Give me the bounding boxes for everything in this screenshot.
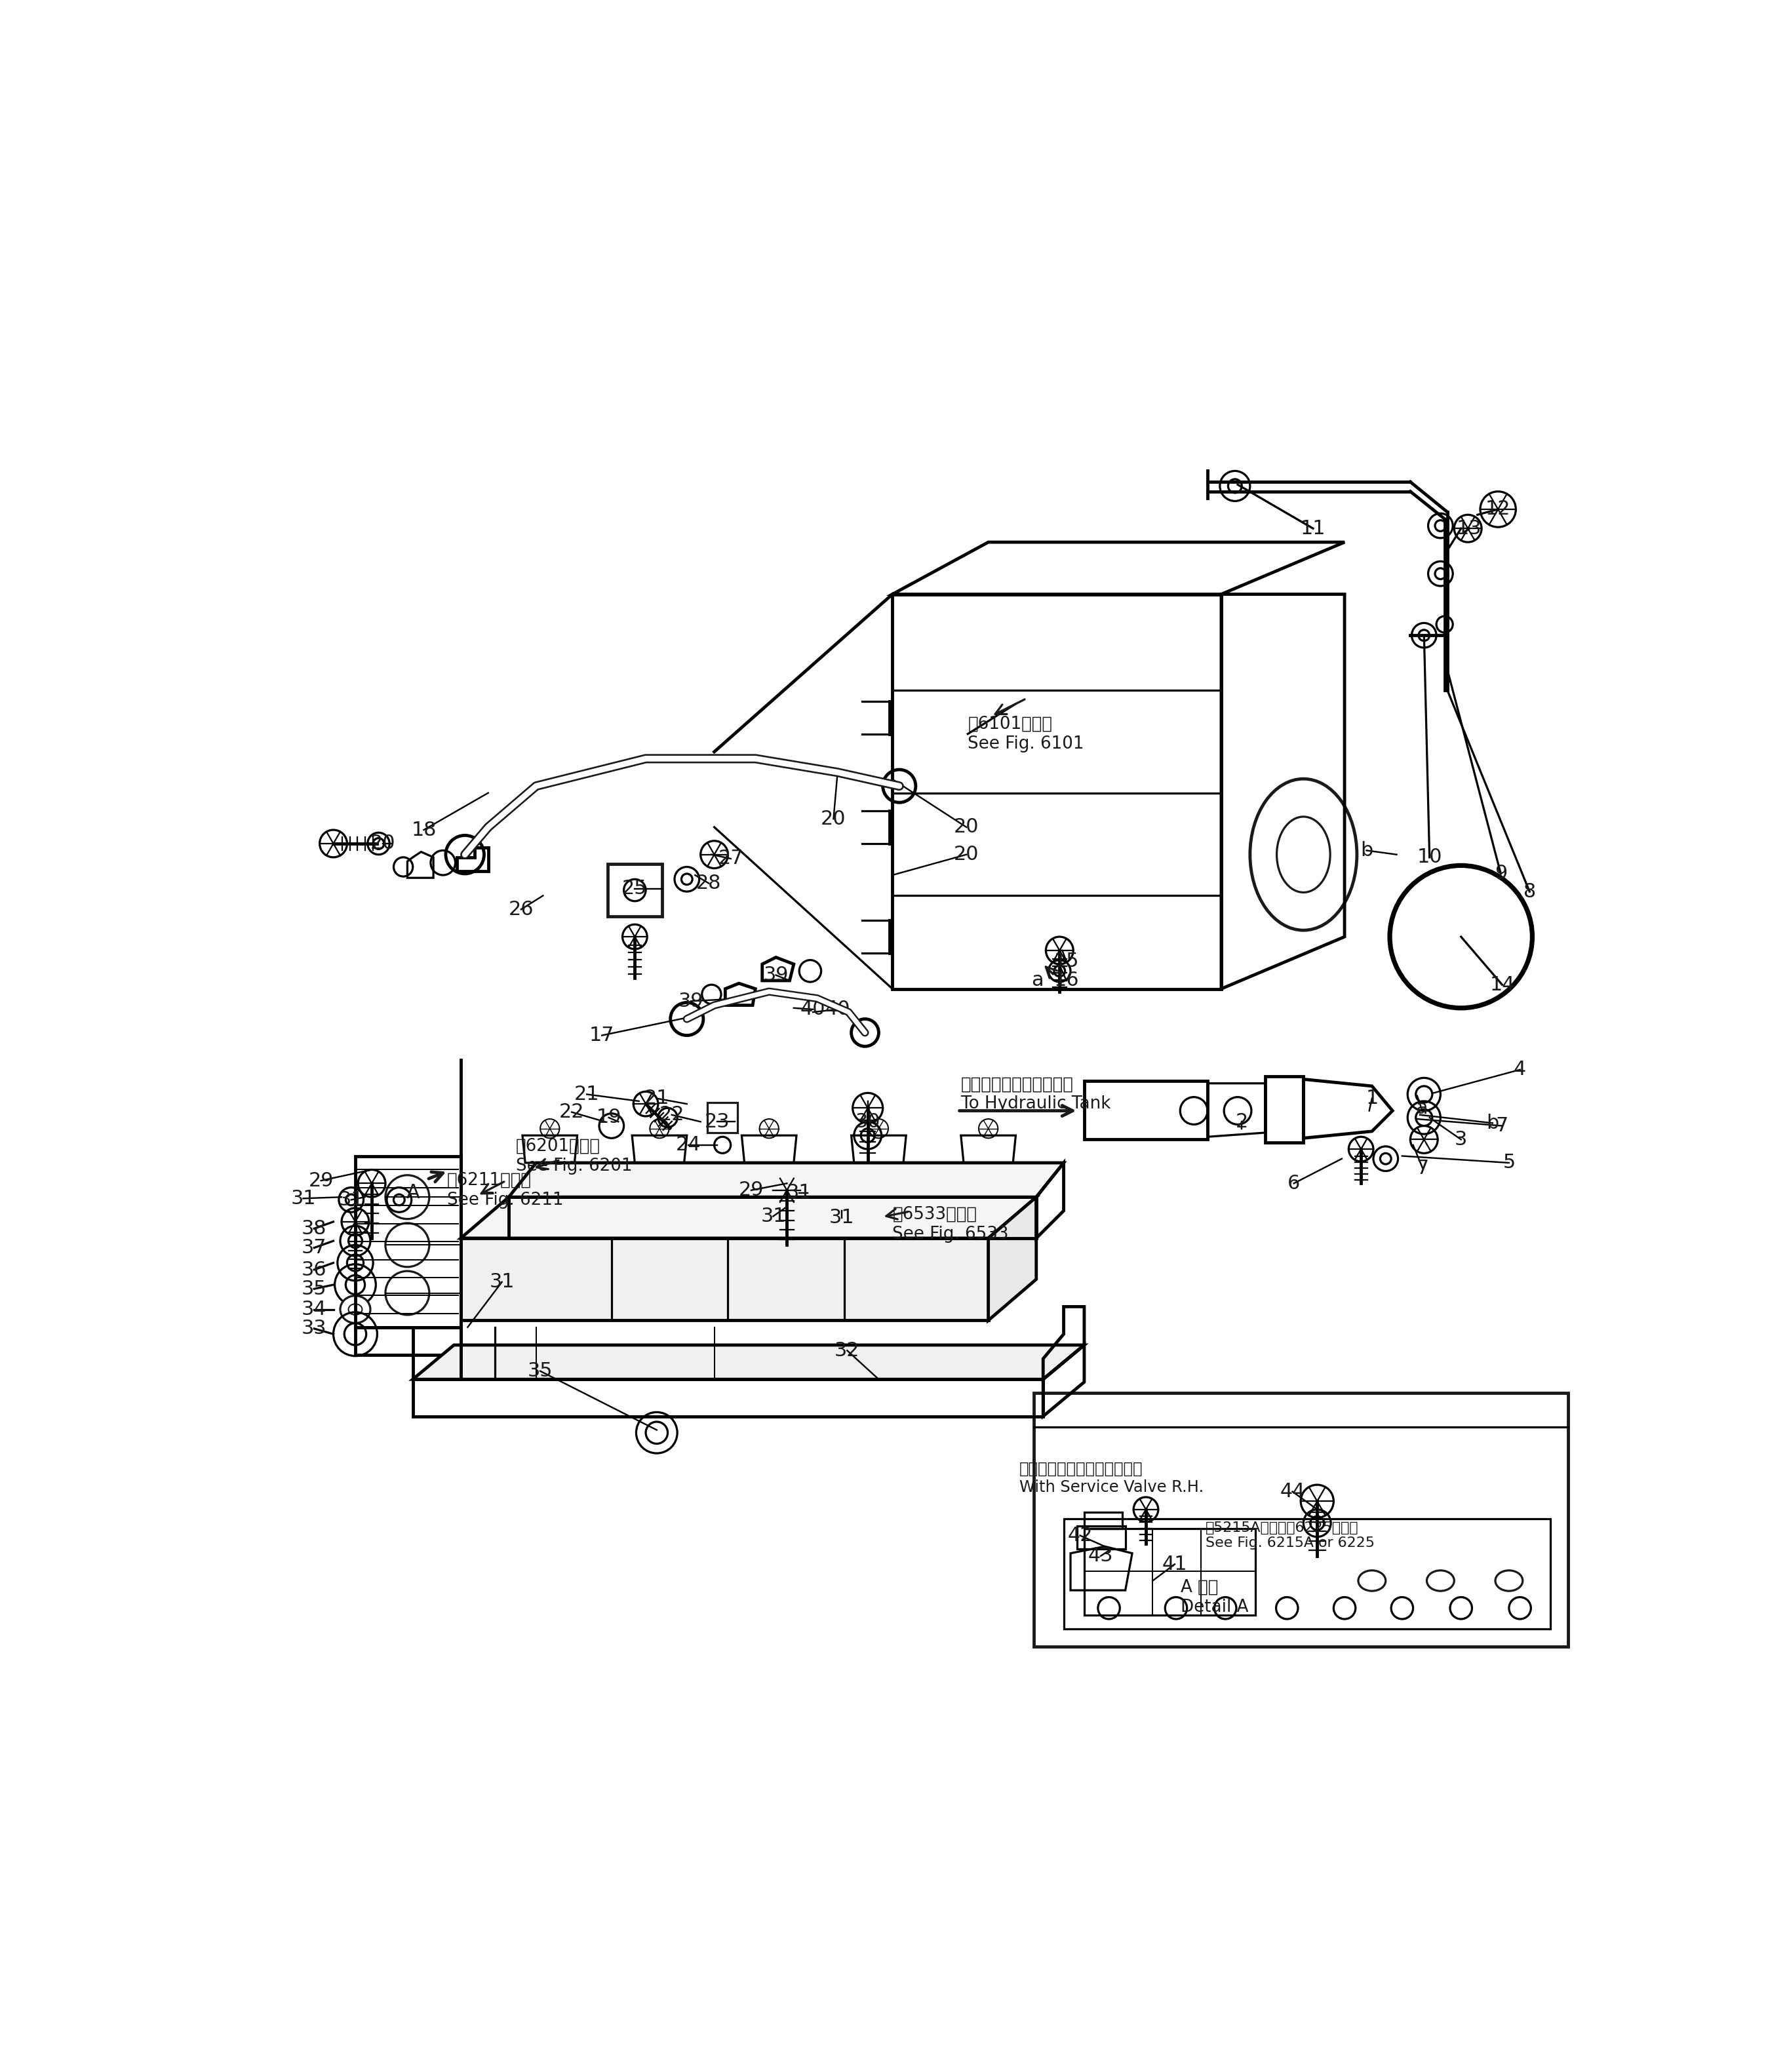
Text: 16: 16 (1054, 972, 1078, 990)
Text: 32: 32 (834, 1341, 859, 1359)
Polygon shape (461, 1239, 988, 1320)
Text: 39: 39 (679, 992, 704, 1011)
Text: 6: 6 (1287, 1175, 1299, 1193)
Text: 第6211図参照
See Fig. 6211: 第6211図参照 See Fig. 6211 (447, 1173, 564, 1208)
Text: 26: 26 (509, 899, 534, 918)
Text: A: A (407, 1183, 419, 1202)
Text: 31: 31 (829, 1208, 854, 1227)
Text: 5: 5 (1503, 1154, 1515, 1173)
Text: 18: 18 (412, 821, 437, 839)
Text: 39: 39 (764, 966, 789, 984)
Text: 第5215Aまたは第6225図参照
See Fig. 6215A or 6225: 第5215Aまたは第6225図参照 See Fig. 6215A or 6225 (1206, 1521, 1374, 1550)
Ellipse shape (348, 1303, 362, 1316)
Polygon shape (509, 1162, 1064, 1198)
Bar (608, 864, 663, 916)
Text: 12: 12 (1485, 499, 1510, 518)
Text: 第6533図参照
See Fig. 6533: 第6533図参照 See Fig. 6533 (893, 1206, 1010, 1243)
Polygon shape (988, 1198, 1036, 1320)
Text: 17: 17 (589, 1026, 615, 1044)
Text: 20: 20 (370, 835, 396, 854)
Text: 35: 35 (302, 1278, 327, 1299)
Polygon shape (414, 1345, 1084, 1380)
Text: a: a (1414, 1098, 1427, 1117)
Text: 42: 42 (1068, 1525, 1093, 1546)
Text: 24: 24 (675, 1135, 700, 1154)
Text: 28: 28 (697, 874, 721, 893)
Text: 29: 29 (308, 1171, 334, 1189)
Text: 10: 10 (1416, 847, 1443, 866)
Text: 33: 33 (302, 1320, 327, 1339)
Text: 35: 35 (527, 1361, 553, 1380)
Text: a: a (1031, 972, 1043, 990)
Text: 31: 31 (760, 1206, 785, 1227)
Text: 4: 4 (1513, 1061, 1526, 1080)
Text: 31: 31 (787, 1183, 812, 1202)
Polygon shape (461, 1198, 1036, 1239)
Text: 25: 25 (622, 879, 647, 899)
Text: 13: 13 (1457, 518, 1482, 539)
Text: 2: 2 (1236, 1113, 1248, 1131)
Text: 20: 20 (953, 845, 979, 864)
Text: 8: 8 (1524, 883, 1536, 901)
Text: ハイドロリックタンクへ
To Hydraulic Tank: ハイドロリックタンクへ To Hydraulic Tank (962, 1075, 1110, 1113)
Text: 22: 22 (659, 1104, 684, 1125)
Bar (707, 1102, 737, 1133)
Text: 9: 9 (1494, 864, 1506, 883)
Text: 38: 38 (302, 1218, 327, 1239)
Ellipse shape (339, 1295, 370, 1324)
Bar (1034, 1392, 1568, 1647)
Text: 7: 7 (1416, 1158, 1429, 1177)
Text: 29: 29 (739, 1181, 764, 1200)
Text: 31: 31 (338, 1189, 364, 1210)
Text: 34: 34 (302, 1299, 327, 1320)
Text: 27: 27 (718, 850, 743, 868)
Text: b: b (1487, 1113, 1499, 1133)
Text: 21: 21 (644, 1090, 670, 1109)
Text: b: b (1360, 841, 1372, 860)
Text: A 樹拡
Detail A: A 樹拡 Detail A (1181, 1579, 1248, 1616)
Text: 第6201図参照
See Fig. 6201: 第6201図参照 See Fig. 6201 (516, 1138, 631, 1175)
Text: 37: 37 (302, 1239, 327, 1258)
Text: 22: 22 (559, 1102, 585, 1121)
Text: 36: 36 (302, 1260, 327, 1278)
Text: 31: 31 (490, 1272, 514, 1291)
Text: 30: 30 (856, 1113, 880, 1131)
Text: 31: 31 (290, 1189, 316, 1208)
Text: 7: 7 (1496, 1117, 1508, 1135)
Text: 20: 20 (820, 810, 847, 829)
Text: 40: 40 (801, 1001, 826, 1019)
Text: 41: 41 (1162, 1554, 1188, 1575)
Text: 3: 3 (1455, 1129, 1467, 1150)
Text: 15: 15 (1054, 951, 1078, 972)
Text: 11: 11 (1301, 518, 1326, 539)
Text: 20: 20 (953, 818, 979, 837)
Text: 43: 43 (1087, 1546, 1114, 1566)
Text: 21: 21 (575, 1086, 599, 1104)
Text: サービスバルブ付右バルブ用
With Service Valve R.H.: サービスバルブ付右バルブ用 With Service Valve R.H. (1020, 1461, 1204, 1494)
Text: 40: 40 (826, 1001, 850, 1019)
Text: 14: 14 (1489, 976, 1515, 995)
Text: 第6101図参照
See Fig. 6101: 第6101図参照 See Fig. 6101 (967, 715, 1084, 752)
Text: 44: 44 (1280, 1481, 1305, 1500)
Text: 1: 1 (1365, 1090, 1379, 1109)
Text: 19: 19 (596, 1109, 621, 1127)
Text: 23: 23 (704, 1113, 730, 1131)
